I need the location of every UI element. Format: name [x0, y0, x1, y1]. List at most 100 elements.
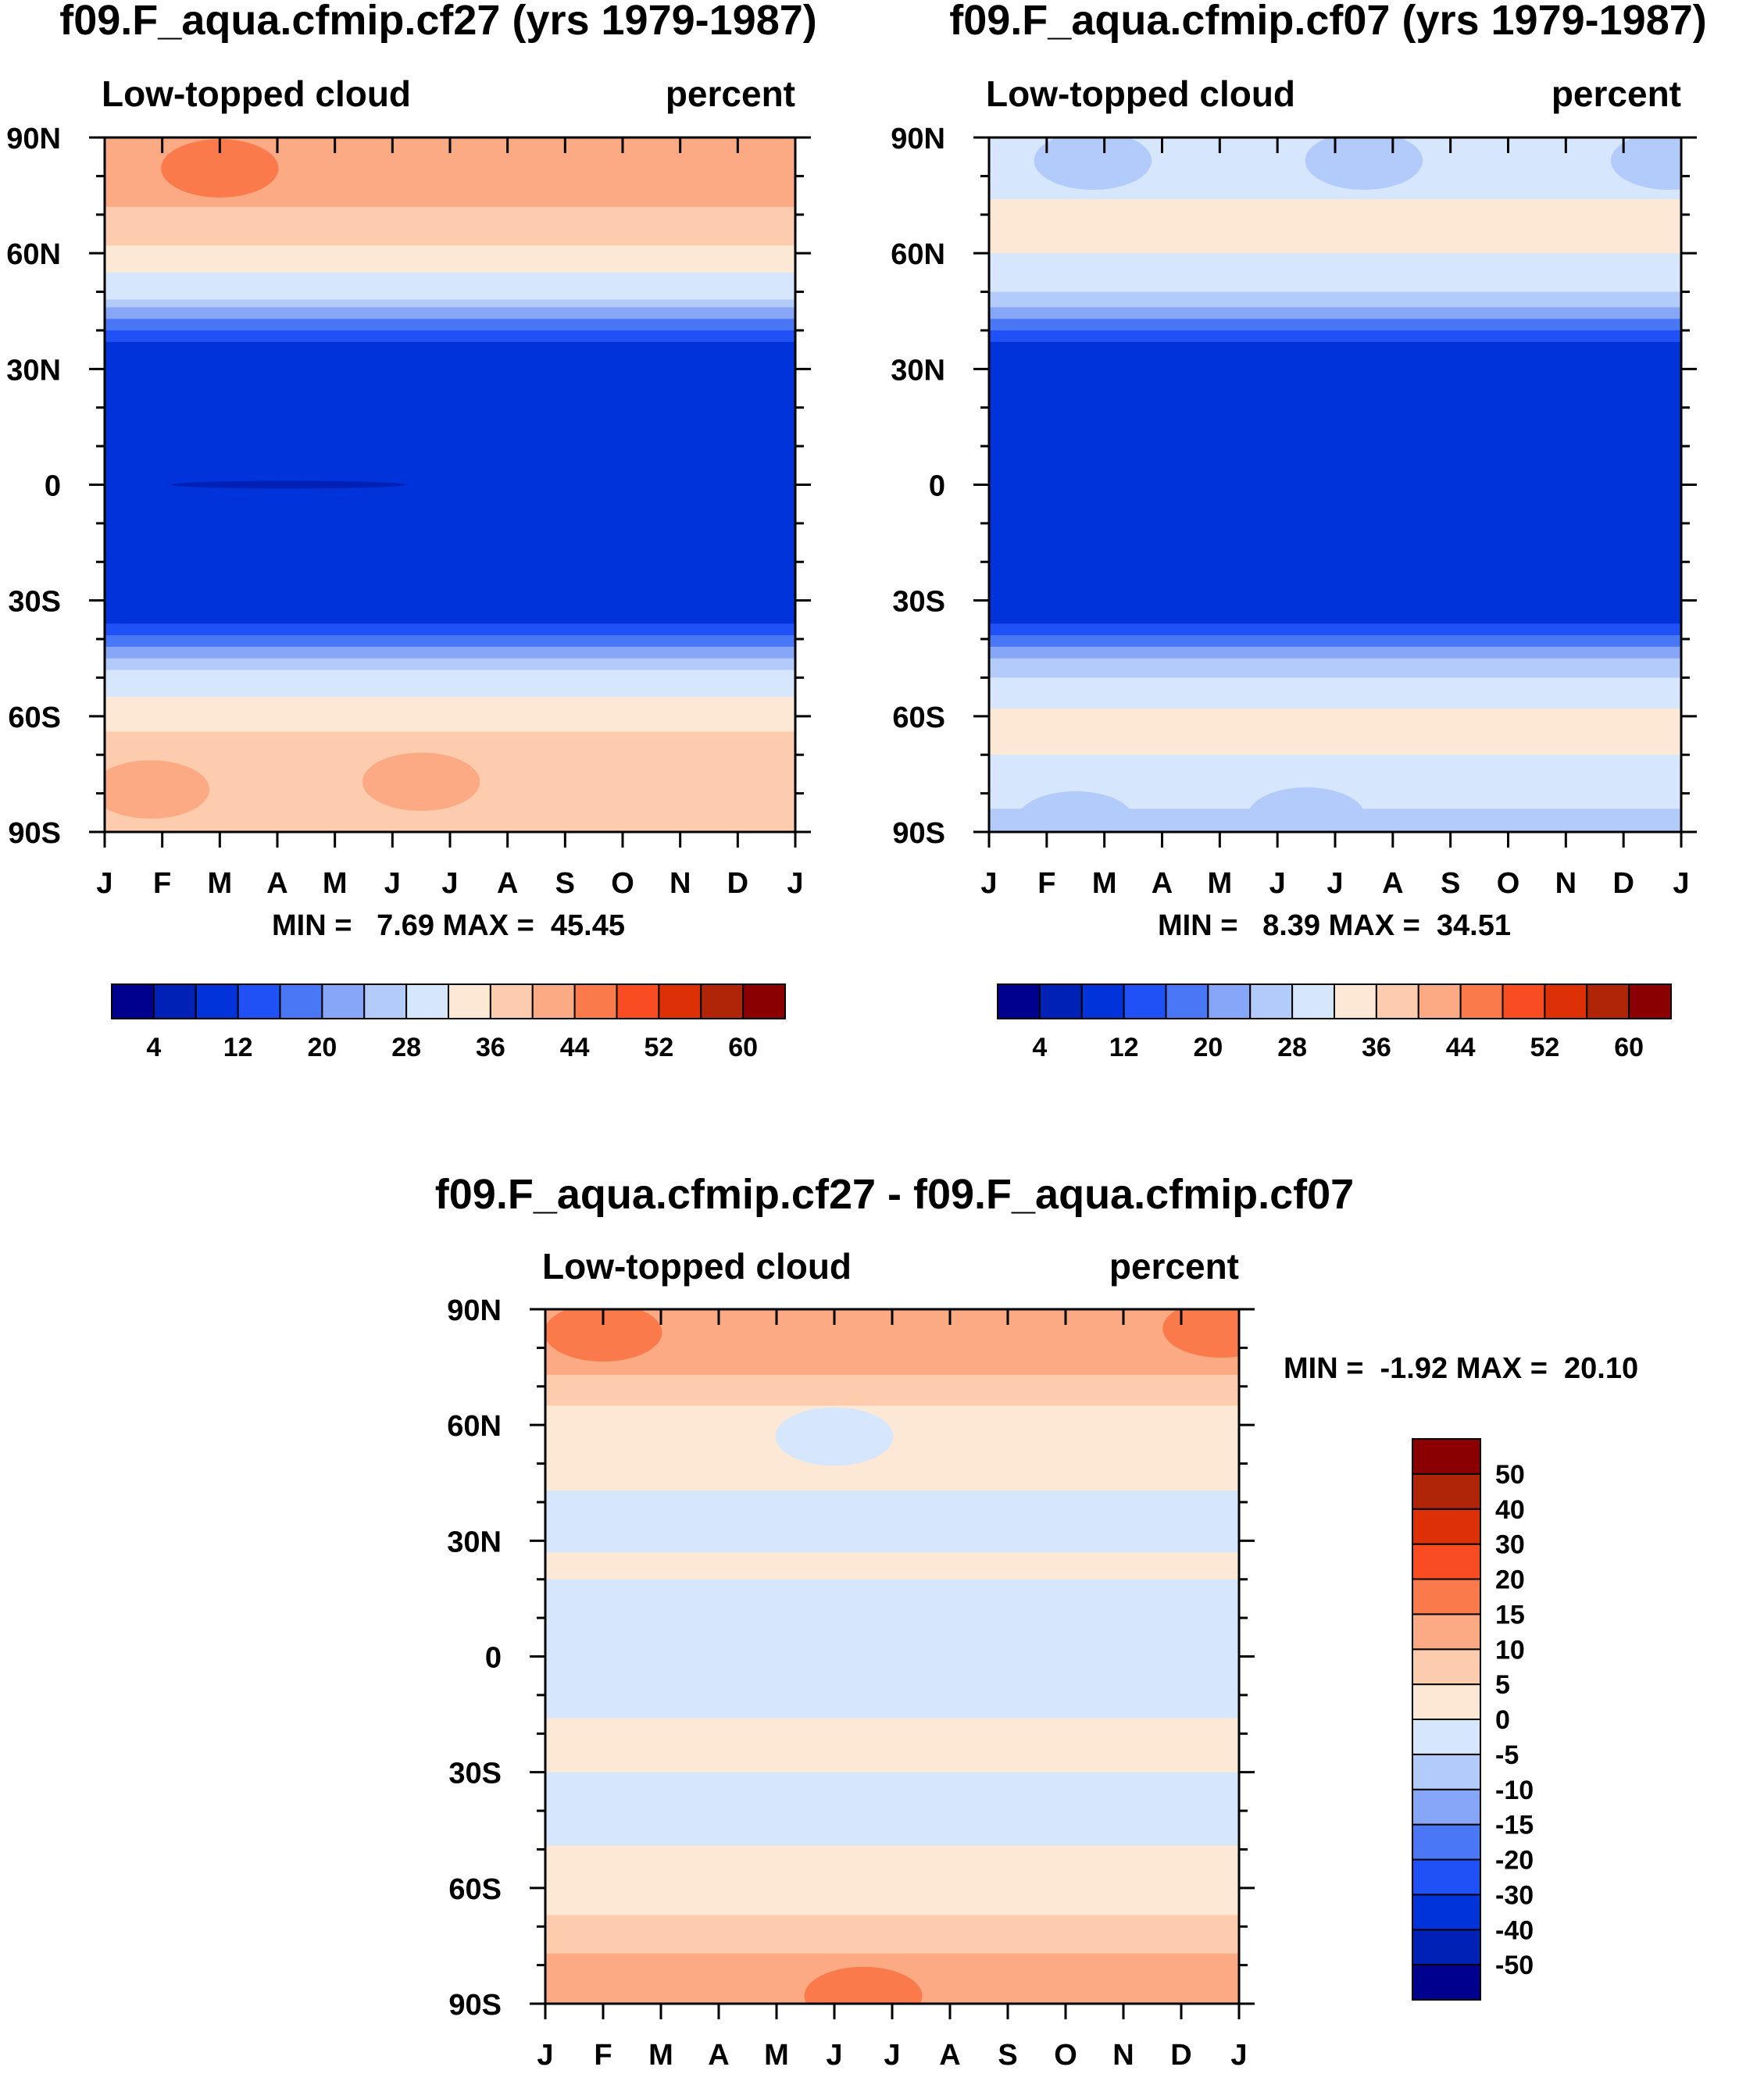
colorbar-label: 44: [1446, 1033, 1476, 1062]
colorbar-label: -20: [1495, 1846, 1534, 1876]
contour-band: [105, 635, 795, 648]
colorbar-box: [1412, 1753, 1481, 1790]
contour-band: [105, 658, 795, 671]
x-tick-label: N: [1112, 2039, 1134, 2072]
panel-3: f09.F_aqua.cfmip.cf27 - f09.F_aqua.cfmip…: [435, 1171, 1638, 2072]
colorbar-label: -30: [1495, 1880, 1534, 1910]
colorbar-box: [700, 983, 745, 1019]
contour-band: [989, 623, 1681, 636]
colorbar-label: 28: [1277, 1033, 1307, 1062]
colorbar-box: [1412, 1543, 1481, 1580]
contour-band: [545, 1405, 1239, 1491]
contour-band: [989, 307, 1681, 319]
contour-feature: [171, 480, 407, 489]
colorbar-label: -5: [1495, 1740, 1519, 1770]
panel-2-stats: MIN = 8.39 MAX = 34.51: [1158, 909, 1511, 942]
y-tick-label: 30N: [447, 1526, 502, 1558]
colorbar-box: [1207, 983, 1252, 1019]
y-tick-label: 60S: [448, 1873, 502, 1906]
contour-feature: [1305, 137, 1423, 190]
y-tick-label: 60N: [6, 238, 61, 271]
contour-feature: [535, 147, 653, 205]
x-tick-label: J: [537, 2039, 553, 2072]
colorbar-box: [742, 983, 786, 1019]
contour-band: [105, 206, 795, 247]
y-tick-label: 60N: [891, 238, 945, 271]
colorbar-label: -15: [1495, 1811, 1534, 1840]
x-tick-label: D: [1170, 2039, 1191, 2072]
colorbar-box: [1038, 983, 1083, 1019]
panel-2-title: f09.F_aqua.cfmip.cf07 (yrs 1979-1987): [949, 0, 1707, 44]
panel-2: f09.F_aqua.cfmip.cf07 (yrs 1979-1987) Lo…: [891, 0, 1707, 1062]
colorbar-box: [1412, 1613, 1481, 1651]
contour-feature: [1610, 137, 1681, 190]
colorbar-label: 36: [1362, 1033, 1391, 1062]
contour-band: [989, 291, 1681, 309]
colorbar-box: [1502, 983, 1546, 1019]
x-tick-label: M: [764, 2039, 789, 2072]
contour-band: [105, 330, 795, 343]
colorbar-box: [1412, 1683, 1481, 1720]
y-tick-label: 30S: [448, 1758, 502, 1790]
contour-band: [545, 1845, 1239, 1916]
x-tick-label: J: [787, 867, 803, 900]
y-tick-label: 90N: [6, 123, 61, 155]
y-tick-label: 60S: [892, 701, 945, 734]
colorbar-box: [997, 983, 1041, 1019]
colorbar-label: 20: [1495, 1565, 1525, 1595]
colorbar-box: [405, 983, 449, 1019]
contour-feature: [775, 1407, 894, 1466]
y-tick-label: 0: [929, 470, 945, 503]
colorbar-box: [1412, 1438, 1481, 1475]
panel-3-stats: MIN = -1.92 MAX = 20.10: [1284, 1352, 1638, 1385]
x-tick-label: F: [594, 2039, 612, 2072]
y-tick-label: 0: [45, 470, 61, 503]
y-tick-label: 90S: [892, 817, 945, 850]
contour-band: [989, 330, 1681, 343]
colorbar-label: 5: [1495, 1670, 1510, 1700]
x-tick-label: O: [611, 867, 634, 900]
panel-3-right-label: percent: [1109, 1246, 1239, 1287]
x-tick-label: F: [153, 867, 171, 900]
colorbar-box: [658, 983, 702, 1019]
colorbar-box: [1412, 1823, 1481, 1861]
x-tick-label: N: [1555, 867, 1577, 900]
contour-feature: [804, 1966, 923, 2004]
colorbar-box: [1586, 983, 1630, 1019]
contour-feature: [1016, 791, 1135, 832]
x-tick-label: J: [826, 2039, 842, 2072]
colorbar-label: 15: [1495, 1600, 1525, 1630]
colorbar-label: 60: [728, 1033, 758, 1062]
contour-feature: [545, 1309, 662, 1362]
contour-feature: [161, 139, 279, 198]
colorbar-box: [1628, 983, 1672, 1019]
colorbar-box: [1375, 983, 1419, 1019]
y-tick-label: 90N: [447, 1294, 502, 1327]
colorbar: 4 12 20 28 36 44 52 60: [111, 983, 786, 1062]
x-tick-label: A: [266, 867, 287, 900]
colorbar-box: [1459, 983, 1504, 1019]
colorbar-box: [1412, 1929, 1481, 1966]
colorbar-label: 44: [560, 1033, 590, 1062]
contour-feature: [1034, 137, 1152, 190]
y-tick-label: 60S: [8, 701, 61, 734]
colorbar: 4 12 20 28 36 44 52 60: [997, 983, 1672, 1062]
contour-band: [545, 1552, 1239, 1580]
y-tick-label: 30N: [891, 354, 945, 387]
contour-band: [105, 669, 795, 698]
x-tick-label: S: [998, 2039, 1017, 2072]
colorbar-label: 10: [1495, 1635, 1525, 1665]
panel-2-left-label: Low-topped cloud: [986, 73, 1295, 114]
contour-band: [105, 623, 795, 636]
contour-band: [989, 199, 1681, 254]
x-tick-label: M: [1092, 867, 1117, 900]
contour-band: [545, 1718, 1239, 1773]
x-tick-label: M: [323, 867, 348, 900]
x-tick-label: A: [708, 2039, 729, 2072]
x-tick-label: J: [1673, 867, 1689, 900]
x-tick-label: J: [1327, 867, 1343, 900]
x-tick-label: D: [727, 867, 748, 900]
colorbar-box: [1165, 983, 1209, 1019]
x-tick-label: S: [1441, 867, 1460, 900]
